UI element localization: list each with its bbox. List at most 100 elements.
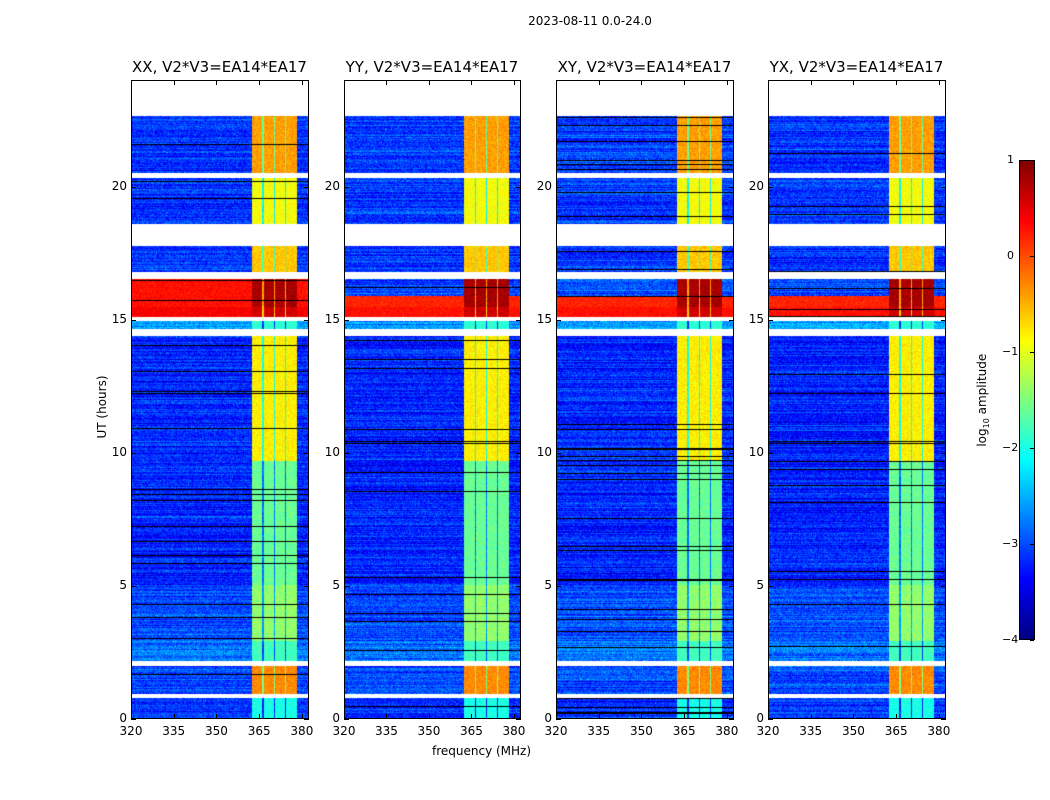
xtick-mark xyxy=(684,714,686,719)
colorbar-tick-mark xyxy=(1030,352,1034,353)
xtick-label: 320 xyxy=(332,724,356,738)
ytick-mark xyxy=(729,585,734,587)
xtick-mark xyxy=(556,80,557,85)
xtick-mark xyxy=(513,80,515,85)
panel-title-yx: YX, V2*V3=EA14*EA17 xyxy=(769,58,944,76)
xtick-label: 335 xyxy=(799,724,823,738)
ytick-mark xyxy=(768,452,773,454)
ytick-label: 0 xyxy=(119,711,127,725)
ytick-mark xyxy=(729,186,734,188)
ytick-mark xyxy=(344,585,349,587)
ytick-label: 10 xyxy=(748,444,764,459)
colorbar-tick-label: 0 xyxy=(1007,249,1014,262)
xtick-mark xyxy=(810,80,812,85)
ytick-mark xyxy=(516,452,521,454)
colorbar-tick-label: −3 xyxy=(1002,537,1019,550)
colorbar-tick-mark xyxy=(1030,160,1034,161)
xtick-mark xyxy=(301,714,303,719)
xtick-label: 365 xyxy=(459,724,483,738)
ytick-label: 0 xyxy=(756,711,764,725)
ytick-mark xyxy=(344,319,349,321)
xtick-label: 320 xyxy=(544,724,568,738)
xtick-mark xyxy=(810,714,812,719)
x-axis-label: frequency (MHz) xyxy=(432,744,532,758)
xtick-label: 365 xyxy=(247,724,271,738)
xtick-label: 380 xyxy=(502,724,526,738)
xtick-mark xyxy=(344,80,345,85)
ytick-label: 10 xyxy=(536,444,552,459)
xtick-label: 335 xyxy=(375,724,398,738)
xtick-label: 380 xyxy=(927,724,951,738)
xtick-mark xyxy=(216,80,218,85)
ytick-label: 5 xyxy=(332,577,340,592)
spectrogram-canvas-yy xyxy=(345,81,520,718)
xtick-label: 320 xyxy=(756,724,780,738)
spectrogram-canvas-xy xyxy=(557,81,733,718)
ytick-mark xyxy=(768,585,773,587)
xtick-mark xyxy=(768,714,769,719)
ytick-mark xyxy=(556,585,561,587)
ytick-mark xyxy=(344,719,349,720)
ytick-mark xyxy=(768,319,773,321)
xtick-mark xyxy=(344,714,345,719)
ytick-mark xyxy=(131,186,136,188)
colorbar-tick-mark xyxy=(1030,256,1034,257)
ytick-mark xyxy=(304,585,309,587)
ytick-mark xyxy=(304,452,309,454)
ytick-mark xyxy=(556,452,561,454)
panel-title-xx: XX, V2*V3=EA14*EA17 xyxy=(132,58,307,76)
xtick-label: 365 xyxy=(884,724,908,738)
xtick-mark xyxy=(938,80,940,85)
ytick-label: 20 xyxy=(111,178,127,193)
ytick-mark xyxy=(516,585,521,587)
ytick-mark xyxy=(768,719,773,720)
panel-title-yy: YY, V2*V3=EA14*EA17 xyxy=(345,58,519,76)
spectrogram-canvas-yx xyxy=(769,81,945,718)
xtick-mark xyxy=(768,80,769,85)
xtick-mark xyxy=(259,80,261,85)
ytick-mark xyxy=(344,452,349,454)
ytick-label: 10 xyxy=(324,444,340,459)
xtick-mark xyxy=(684,80,686,85)
ytick-mark xyxy=(729,719,734,720)
ytick-mark xyxy=(941,319,946,321)
xtick-mark xyxy=(131,714,132,719)
xtick-mark xyxy=(428,714,430,719)
xtick-mark xyxy=(853,80,855,85)
ytick-mark xyxy=(941,585,946,587)
xtick-mark xyxy=(896,80,898,85)
ytick-mark xyxy=(516,719,521,720)
y-axis-label: UT (hours) xyxy=(95,375,109,439)
colorbar xyxy=(1019,160,1035,640)
ytick-mark xyxy=(556,186,561,188)
xtick-mark xyxy=(641,80,643,85)
colorbar-tick-mark xyxy=(1030,640,1034,641)
ytick-label: 10 xyxy=(111,444,127,459)
ytick-mark xyxy=(344,186,349,188)
xtick-mark xyxy=(896,714,898,719)
xtick-label: 380 xyxy=(290,724,314,738)
ytick-label: 20 xyxy=(324,178,340,193)
ytick-mark xyxy=(556,719,561,720)
ytick-mark xyxy=(516,319,521,321)
colorbar-label-main: log xyxy=(974,428,989,447)
xtick-label: 380 xyxy=(715,724,739,738)
xtick-mark xyxy=(938,714,940,719)
xtick-mark xyxy=(428,80,430,85)
spectrogram-panel-xx xyxy=(131,80,309,719)
ytick-mark xyxy=(941,719,946,720)
panel-title-xy: XY, V2*V3=EA14*EA17 xyxy=(557,58,732,76)
colorbar-tick-label: 1 xyxy=(1007,153,1014,166)
ytick-mark xyxy=(516,186,521,188)
ytick-mark xyxy=(131,719,136,720)
ytick-label: 5 xyxy=(119,577,127,592)
ytick-mark xyxy=(131,585,136,587)
xtick-mark xyxy=(471,80,473,85)
colorbar-tick-label: −4 xyxy=(1002,633,1019,646)
xtick-label: 350 xyxy=(204,724,228,738)
xtick-mark xyxy=(726,80,728,85)
ytick-mark xyxy=(556,319,561,321)
ytick-mark xyxy=(304,719,309,720)
ytick-mark xyxy=(941,186,946,188)
xtick-label: 350 xyxy=(417,724,441,738)
